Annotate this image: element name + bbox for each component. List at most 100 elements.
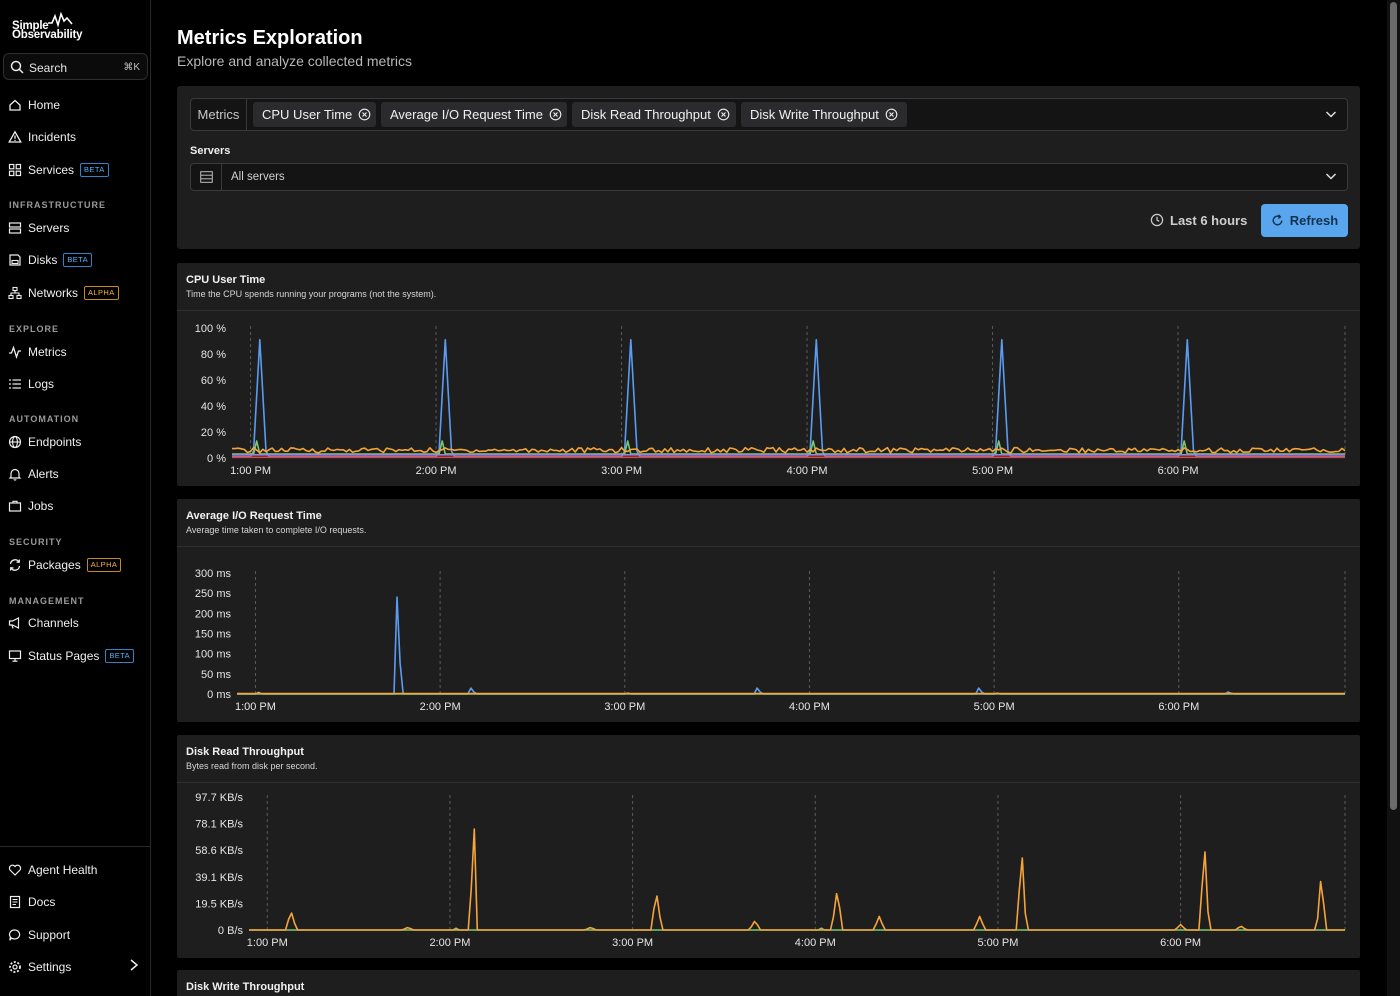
remove-icon[interactable] xyxy=(885,108,898,121)
time-range-picker[interactable]: Last 6 hours xyxy=(1150,212,1247,228)
chart-panel-average-io-request-time: Average I/O Request Time Average time ta… xyxy=(177,499,1360,722)
sidebar-item-channels[interactable]: Channels xyxy=(8,613,79,633)
sidebar-divider xyxy=(0,846,151,847)
y-tick-label: 20 % xyxy=(201,427,226,439)
metric-chip-label: Disk Read Throughput xyxy=(581,107,711,122)
sidebar-item-label: Logs xyxy=(28,377,55,391)
y-tick-label: 0 % xyxy=(207,453,226,465)
y-tick-label: 100 ms xyxy=(195,649,232,661)
sidebar-item-alerts[interactable]: Alerts xyxy=(8,464,59,484)
sidebar-item-support[interactable]: Support xyxy=(8,925,70,945)
nav-section-automation: AUTOMATION xyxy=(9,414,80,424)
search-icon xyxy=(10,60,24,74)
y-tick-label: 19.5 KB/s xyxy=(195,898,243,910)
sidebar-item-metrics[interactable]: Metrics xyxy=(8,342,67,362)
sidebar-item-logs[interactable]: Logs xyxy=(8,374,54,394)
y-tick-label: 0 B/s xyxy=(218,925,244,937)
sidebar-item-label: Networks xyxy=(28,286,79,300)
panel-divider xyxy=(177,310,1360,311)
metric-chip-label: Disk Write Throughput xyxy=(750,107,879,122)
panel-divider xyxy=(177,782,1360,783)
average-io-request-time-chart[interactable]: 300 ms 250 ms 200 ms 150 ms 100 ms 50 ms 0 ms 1… xyxy=(177,499,1360,722)
y-tick-label: 97.7 KB/s xyxy=(195,792,243,804)
sidebar-item-label: Incidents xyxy=(28,130,77,144)
brand-line-1: Simple xyxy=(12,20,49,32)
sidebar-item-label: Channels xyxy=(28,616,79,630)
metric-chip[interactable]: Disk Read Throughput xyxy=(572,102,736,127)
cpu-user-time-chart[interactable]: 100 % 80 % 60 % 40 % 20 % 0 % 1:00 PM 2:00 PM 3:… xyxy=(177,263,1360,486)
chevron-down-icon[interactable] xyxy=(1325,172,1337,181)
sidebar-item-label: Settings xyxy=(28,960,72,974)
sidebar-item-packages[interactable]: Packages ALPHA xyxy=(8,555,122,575)
panel-description: Time the CPU spends running your program… xyxy=(186,289,437,299)
x-tick-label: 6:00 PM xyxy=(1158,465,1199,477)
x-tick-label: 4:00 PM xyxy=(787,465,828,477)
remove-icon[interactable] xyxy=(358,108,371,121)
globe-icon xyxy=(8,435,22,449)
x-tick-label: 2:00 PM xyxy=(429,937,470,949)
panel-title: Disk Write Throughput xyxy=(186,981,305,993)
metric-chip[interactable]: CPU User Time xyxy=(253,102,376,127)
sidebar-item-label: Agent Health xyxy=(28,863,98,877)
y-tick-label: 60 % xyxy=(201,375,226,387)
series-line xyxy=(249,828,1345,931)
x-tick-label: 3:00 PM xyxy=(601,465,642,477)
search-shortcut: ⌘K xyxy=(123,62,140,73)
refresh-cycle-icon xyxy=(9,559,21,571)
sidebar-item-docs[interactable]: Docs xyxy=(8,892,55,912)
sidebar-item-label: Servers xyxy=(28,221,70,235)
y-tick-label: 80 % xyxy=(201,349,226,361)
search-box[interactable]: Search ⌘K xyxy=(3,53,148,80)
x-tick-label: 5:00 PM xyxy=(974,701,1015,713)
sidebar-item-label: Status Pages xyxy=(28,649,100,663)
chart-panel-disk-read-throughput: Disk Read Throughput Bytes read from dis… xyxy=(177,735,1360,958)
x-tick-label: 1:00 PM xyxy=(235,701,276,713)
servers-select[interactable]: All servers xyxy=(190,163,1348,191)
sidebar-item-incidents[interactable]: Incidents xyxy=(8,127,76,147)
sidebar-item-status-pages[interactable]: Status Pages BETA xyxy=(8,646,135,666)
brand-logo[interactable]: Simple Observability xyxy=(12,12,102,42)
nav-section-security: SECURITY xyxy=(9,537,63,547)
x-tick-label: 1:00 PM xyxy=(230,465,271,477)
x-tick-label: 4:00 PM xyxy=(795,937,836,949)
sidebar-item-agent-health[interactable]: Agent Health xyxy=(8,860,97,880)
sidebar-item-endpoints[interactable]: Endpoints xyxy=(8,432,81,452)
sidebar-item-settings[interactable]: Settings xyxy=(8,957,71,977)
sidebar-item-home[interactable]: Home xyxy=(8,95,60,115)
x-tick-label: 5:00 PM xyxy=(977,937,1018,949)
home-icon xyxy=(9,99,21,111)
disk-read-throughput-chart[interactable]: 97.7 KB/s 78.1 KB/s 58.6 KB/s 39.1 KB/s 19.5… xyxy=(177,735,1360,958)
y-tick-label: 50 ms xyxy=(201,669,231,681)
sidebar-item-label: Disks xyxy=(28,253,58,267)
sidebar-item-jobs[interactable]: Jobs xyxy=(8,496,53,516)
chevron-right-icon[interactable] xyxy=(128,958,140,972)
nav-section-management: MANAGEMENT xyxy=(9,596,85,606)
sidebar: Simple Observability Search ⌘K Home Inci… xyxy=(0,0,151,996)
server-icon xyxy=(8,222,22,234)
remove-icon[interactable] xyxy=(549,108,562,121)
metric-chip[interactable]: Average I/O Request Time xyxy=(381,102,567,127)
panel-title: Disk Read Throughput xyxy=(186,746,304,758)
heart-icon xyxy=(8,864,22,876)
alpha-badge: ALPHA xyxy=(86,558,122,572)
metric-chip-label: CPU User Time xyxy=(262,107,353,122)
beta-badge: BETA xyxy=(80,163,109,177)
refresh-button[interactable]: Refresh xyxy=(1261,204,1348,237)
scrollbar-thumb[interactable] xyxy=(1390,2,1397,810)
panel-title: Average I/O Request Time xyxy=(186,510,322,522)
sidebar-item-services[interactable]: Services BETA xyxy=(8,160,109,180)
metrics-multiselect[interactable]: Metrics CPU User Time Average I/O Reques… xyxy=(190,98,1348,131)
remove-icon[interactable] xyxy=(717,108,730,121)
metric-chip[interactable]: Disk Write Throughput xyxy=(741,102,907,127)
sidebar-item-disks[interactable]: Disks BETA xyxy=(8,250,92,270)
y-tick-label: 200 ms xyxy=(195,608,232,620)
sidebar-item-networks[interactable]: Networks ALPHA xyxy=(8,283,119,303)
sidebar-item-servers[interactable]: Servers xyxy=(8,218,69,238)
sidebar-item-label: Docs xyxy=(28,895,56,909)
main-content: Metrics Exploration Explore and analyze … xyxy=(152,0,1387,996)
x-tick-label: 4:00 PM xyxy=(789,701,830,713)
page-subtitle: Explore and analyze collected metrics xyxy=(177,53,413,69)
sidebar-item-label: Support xyxy=(28,928,71,942)
chevron-down-icon[interactable] xyxy=(1325,110,1337,119)
